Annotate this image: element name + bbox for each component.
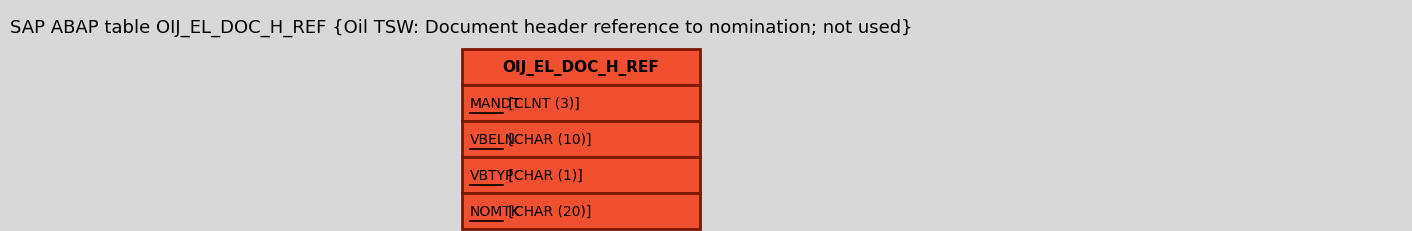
Bar [462,86,700,122]
Bar [462,193,700,229]
Text: VBTYP: VBTYP [470,168,514,182]
Bar [462,122,700,157]
Text: [CHAR (1)]: [CHAR (1)] [504,168,583,182]
Text: [CLNT (3)]: [CLNT (3)] [504,97,580,110]
Bar [462,50,700,86]
Text: NOMTK: NOMTK [470,204,521,218]
Text: VBELN: VBELN [470,132,515,146]
Text: [CHAR (20)]: [CHAR (20)] [504,204,592,218]
Text: MANDT: MANDT [470,97,521,110]
Text: [CHAR (10)]: [CHAR (10)] [504,132,592,146]
Bar [462,157,700,193]
Text: OIJ_EL_DOC_H_REF: OIJ_EL_DOC_H_REF [503,60,659,76]
Text: SAP ABAP table OIJ_EL_DOC_H_REF {Oil TSW: Document header reference to nominatio: SAP ABAP table OIJ_EL_DOC_H_REF {Oil TSW… [10,19,912,37]
